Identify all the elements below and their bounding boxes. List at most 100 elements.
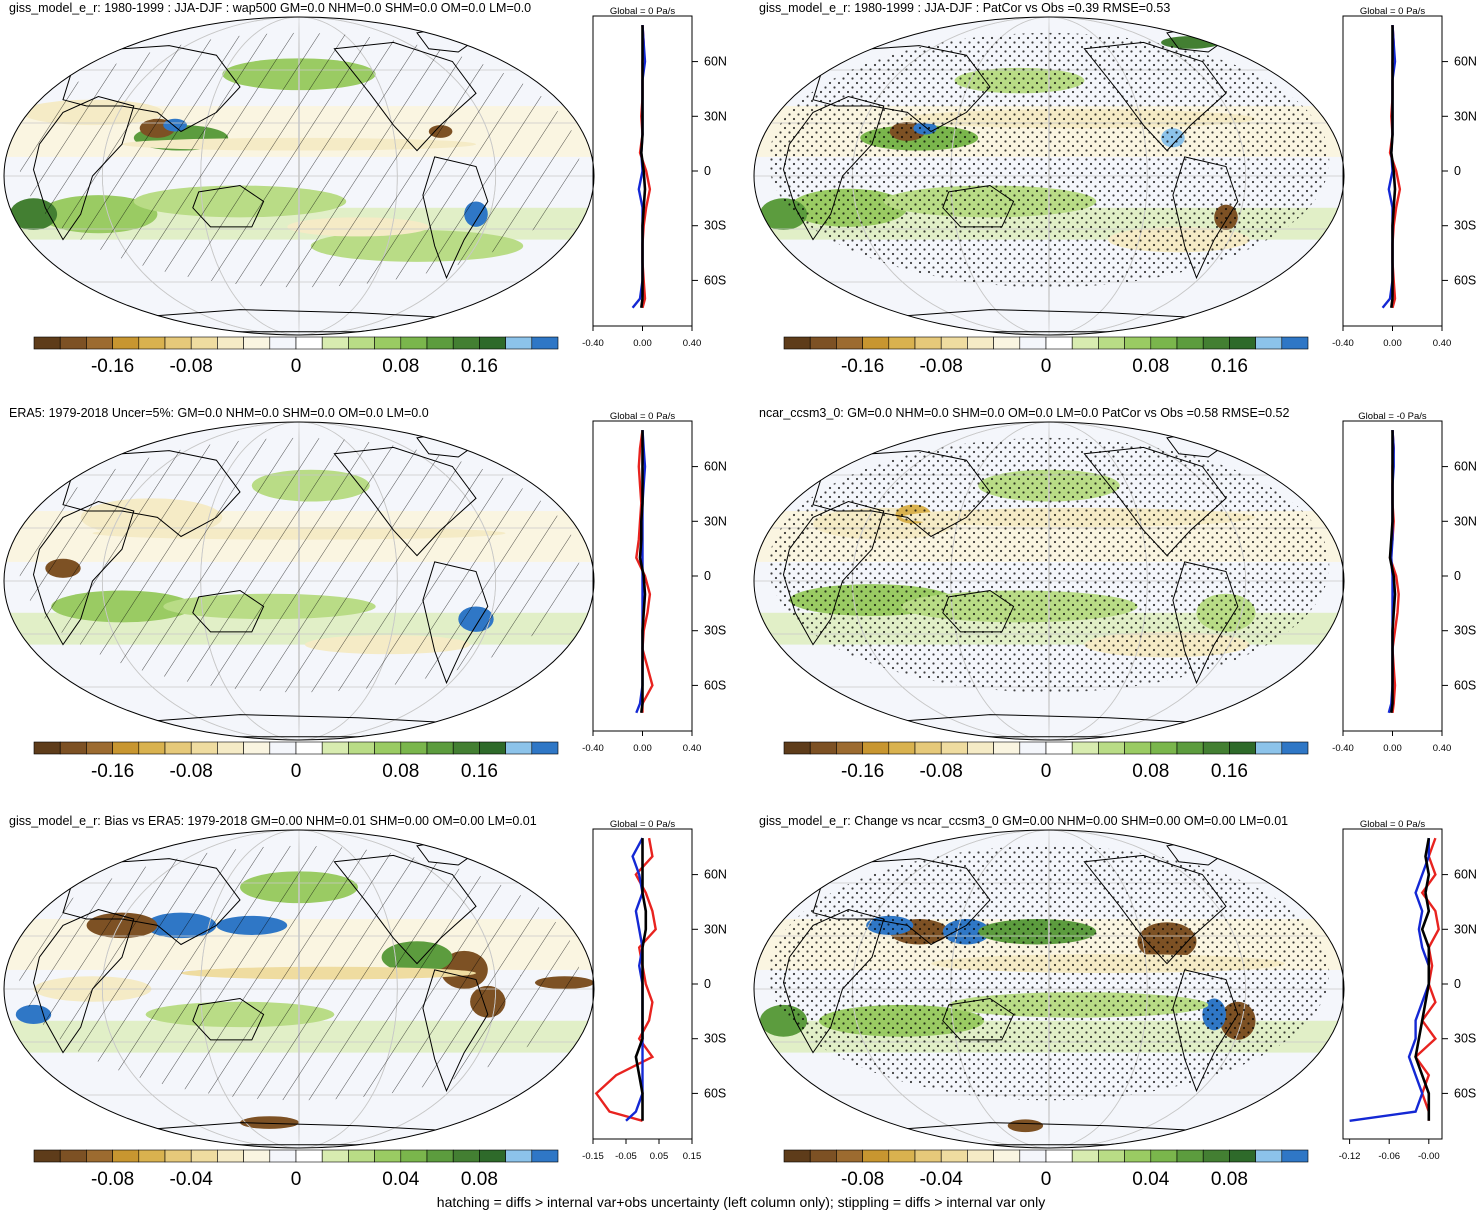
lat-tick-label: 0 — [1454, 977, 1461, 991]
colorbar-swatch — [1281, 1149, 1309, 1163]
lat-tick-label: 60S — [1454, 678, 1476, 692]
lat-tick-label: 0 — [1454, 569, 1461, 583]
colorbar-swatch — [479, 741, 506, 755]
zonal-line-black — [639, 25, 647, 308]
significance-overlay — [768, 437, 1330, 693]
colorbar-swatch — [190, 1149, 218, 1163]
zonal-line-black — [1388, 430, 1397, 713]
colorbar-swatch — [967, 1149, 994, 1163]
colorbar-label: 0 — [1041, 761, 1052, 782]
zonal-plot-title: Global = 0 Pa/s — [610, 411, 675, 422]
colorbar-swatch — [426, 741, 454, 755]
x-tick-label: -0.15 — [582, 1151, 604, 1162]
colorbar-label: 0.04 — [1132, 1169, 1169, 1190]
colorbar-swatch — [1098, 741, 1125, 755]
colorbar-swatch — [1045, 336, 1073, 350]
colorbar-swatch — [967, 741, 994, 755]
x-tick-label: -0.40 — [582, 743, 604, 754]
colorbar-swatch — [888, 741, 916, 755]
colorbar-swatch — [888, 336, 916, 350]
colorbar-swatch — [993, 741, 1021, 755]
lat-tick-label: 60N — [1454, 460, 1477, 474]
colorbar-label: -0.08 — [920, 356, 963, 377]
colorbar-label: -0.16 — [91, 356, 134, 377]
colorbar-swatch — [86, 336, 113, 350]
colorbar-swatch — [1045, 1149, 1073, 1163]
zonal-line-black — [634, 838, 648, 1121]
colorbar-swatch — [940, 1149, 968, 1163]
colorbar-swatch — [1176, 1149, 1204, 1163]
lat-tick-label: 60S — [704, 678, 726, 692]
colorbar-swatch — [112, 741, 140, 755]
field-blob — [1196, 839, 1256, 853]
colorbar-label: -0.08 — [91, 1169, 134, 1190]
x-tick-label: 0.05 — [650, 1151, 669, 1162]
colorbar-swatch — [940, 741, 968, 755]
panel-title: giss_model_e_r: Change vs ncar_ccsm3_0 G… — [759, 814, 1288, 828]
colorbar-swatch — [400, 741, 428, 755]
map-field — [4, 422, 594, 740]
lat-tick-label: 30S — [704, 1032, 726, 1046]
x-tick-label: -0.00 — [1418, 1151, 1440, 1162]
x-tick-label: 0.40 — [683, 338, 702, 349]
zonal-line-black — [1389, 25, 1397, 308]
colorbar-swatch — [59, 1149, 87, 1163]
colorbar-label: 0 — [1041, 1169, 1052, 1190]
colorbar-label: 0.16 — [1211, 761, 1248, 782]
lat-tick-label: 0 — [704, 164, 711, 178]
colorbar-swatch — [217, 1149, 244, 1163]
colorbar-swatch — [243, 1149, 271, 1163]
colorbar-swatch — [1019, 336, 1047, 350]
lat-tick-label: 60N — [704, 868, 727, 882]
significance-overlay — [18, 437, 580, 693]
colorbar-swatch — [217, 336, 244, 350]
colorbar-swatch — [1098, 1149, 1125, 1163]
colorbar-swatch — [112, 336, 140, 350]
panel-1: giss_model_e_r: 1980-1999 : JJA-DJF : wa… — [3, 1, 727, 377]
significance-overlay — [18, 32, 580, 288]
x-tick-label: -0.12 — [1339, 1151, 1361, 1162]
colorbar-label: -0.04 — [170, 1169, 214, 1190]
colorbar-swatch — [1176, 336, 1204, 350]
colorbar-swatch — [1124, 336, 1152, 350]
colorbar-swatch — [862, 336, 890, 350]
colorbar-swatch — [1255, 1149, 1283, 1163]
panel-3: ERA5: 1979-2018 Uncer=5%: GM=0.0 NHM=0.0… — [3, 406, 727, 782]
colorbar-swatch — [1071, 336, 1099, 350]
colorbar-swatch — [836, 1149, 863, 1163]
colorbar-swatch — [1202, 336, 1230, 350]
colorbar-swatch — [112, 1149, 140, 1163]
colorbar-swatch — [914, 336, 942, 350]
zonal-plot-title: Global = 0 Pa/s — [610, 819, 675, 830]
colorbar-swatch — [809, 1149, 837, 1163]
colorbar-swatch — [33, 336, 61, 350]
colorbar-label: -0.08 — [920, 761, 963, 782]
colorbar-swatch — [164, 1149, 192, 1163]
lat-tick-label: 30N — [1454, 109, 1477, 123]
colorbar-swatch — [809, 741, 837, 755]
colorbar-swatch — [269, 741, 297, 755]
lat-tick-label: 30N — [704, 514, 727, 528]
zonal-plot-title: Global = 0 Pa/s — [1360, 819, 1425, 830]
colorbar-swatch — [888, 1149, 916, 1163]
colorbar-swatch — [243, 741, 271, 755]
colorbar-label: 0.04 — [382, 1169, 419, 1190]
colorbar-swatch — [783, 336, 811, 350]
colorbar-swatch — [783, 741, 811, 755]
lat-tick-label: 0 — [1454, 164, 1461, 178]
lat-tick-label: 30N — [704, 922, 727, 936]
x-tick-label: -0.40 — [1332, 338, 1354, 349]
map-field — [4, 17, 594, 335]
field-blob — [446, 26, 506, 40]
colorbar-swatch — [505, 1149, 533, 1163]
colorbar-swatch — [33, 1149, 61, 1163]
colorbar-swatch — [1255, 336, 1283, 350]
lat-tick-label: 60S — [704, 1086, 726, 1100]
map-border — [753, 16, 1345, 336]
colorbar-swatch — [505, 741, 533, 755]
lat-tick-label: 0 — [704, 569, 711, 583]
panel-title: giss_model_e_r: Bias vs ERA5: 1979-2018 … — [9, 814, 537, 828]
colorbar-label: 0.08 — [1132, 356, 1169, 377]
lat-tick-label: 30S — [704, 219, 726, 233]
map-border — [3, 421, 595, 741]
